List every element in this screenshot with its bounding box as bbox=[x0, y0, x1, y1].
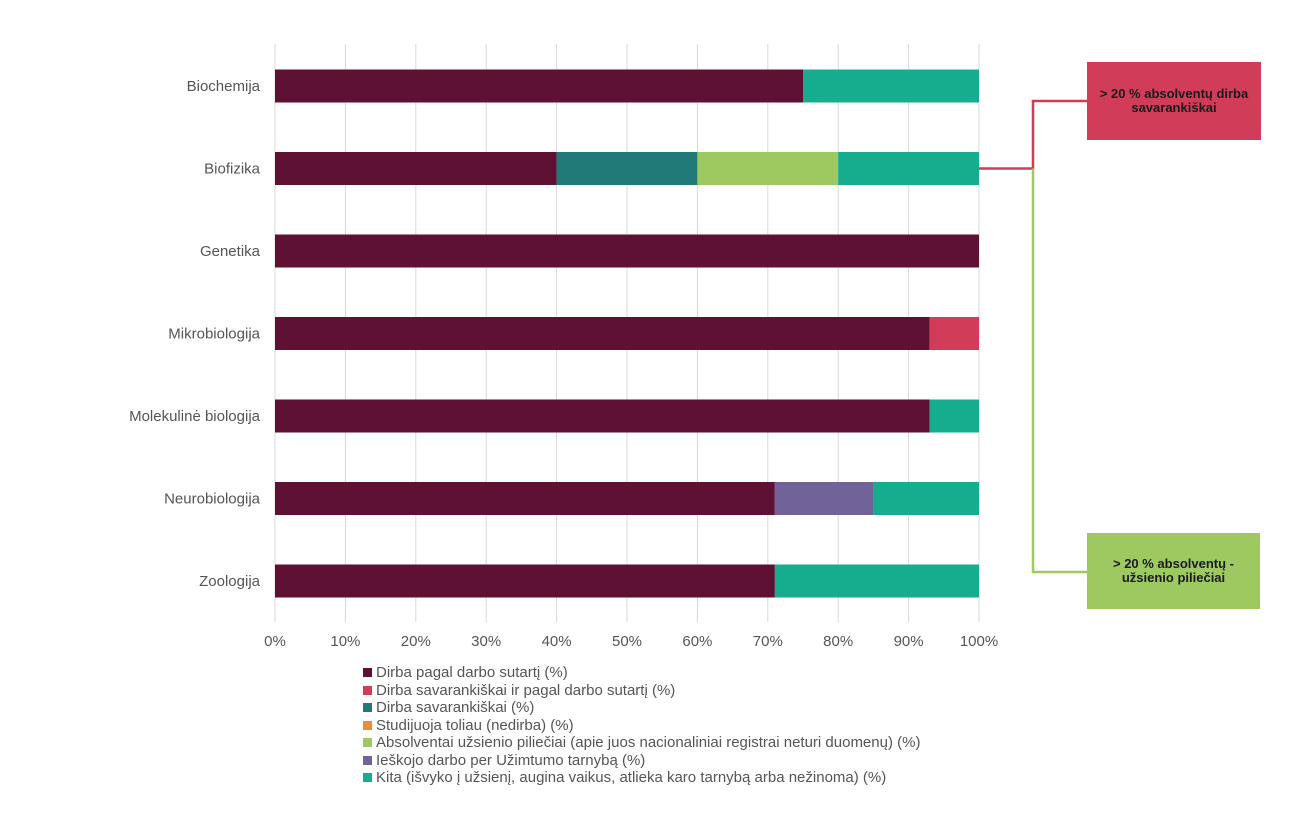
legend-label: Ieškojo darbo per Užimtumo tarnybą (%) bbox=[376, 751, 646, 769]
x-tick-label: 100% bbox=[960, 633, 998, 650]
legend: Dirba pagal darbo sutartį (%) Dirba savar… bbox=[363, 664, 920, 787]
legend-swatch bbox=[363, 668, 372, 678]
legend-label: Absolventai užsienio piliečiai (apie juo… bbox=[376, 734, 921, 752]
bar-segment bbox=[774, 564, 979, 598]
legend-item: Ieškojo darbo per Užimtumo tarnybą (%) bbox=[363, 752, 920, 770]
bar-segment bbox=[275, 152, 557, 185]
x-tick-label: 80% bbox=[823, 633, 853, 650]
category-label: Biochemija bbox=[187, 78, 261, 95]
bar-segment bbox=[929, 399, 979, 433]
legend-swatch bbox=[363, 685, 372, 695]
bar-segment bbox=[556, 152, 698, 185]
bar-segment bbox=[275, 234, 979, 268]
bar-segment bbox=[275, 69, 803, 103]
legend-label: Dirba savarankiškai (%) bbox=[376, 699, 535, 717]
bar-segment bbox=[838, 152, 979, 185]
category-label: Molekulinė biologija bbox=[129, 408, 261, 425]
legend-item: Kita (išvyko į užsienį, augina vaikus, a… bbox=[363, 769, 920, 787]
annotation-self-employed-text: > 20 % absolventų dirba savarankiškai bbox=[1099, 86, 1249, 115]
x-tick-label: 10% bbox=[330, 633, 360, 650]
x-tick-label: 30% bbox=[471, 633, 501, 650]
bar-segment bbox=[275, 317, 930, 350]
legend-swatch bbox=[363, 755, 372, 765]
legend-label: Studijuoja toliau (nedirba) (%) bbox=[376, 716, 574, 734]
legend-swatch bbox=[363, 738, 372, 748]
category-label: Mikrobiologija bbox=[168, 326, 260, 343]
x-tick-label: 20% bbox=[401, 633, 431, 650]
x-tick-label: 0% bbox=[264, 633, 286, 650]
legend-item: Dirba savarankiškai (%) bbox=[363, 699, 920, 717]
bar-segment bbox=[774, 482, 874, 515]
annotation-foreign-citizens: > 20 % absolventų - užsienio piliečiai bbox=[1087, 533, 1260, 609]
legend-item: Dirba savarankiškai ir pagal darbo sutar… bbox=[363, 682, 920, 700]
legend-swatch bbox=[363, 720, 372, 730]
annotation-connector-self-employed bbox=[979, 99, 1087, 170]
legend-item: Absolventai užsienio piliečiai (apie juo… bbox=[363, 734, 920, 752]
x-tick-label: 50% bbox=[612, 633, 642, 650]
bar-segment bbox=[929, 317, 979, 350]
bar-segment bbox=[803, 69, 979, 103]
annotation-connector-foreign bbox=[1031, 168, 1087, 574]
x-tick-label: 60% bbox=[682, 633, 712, 650]
category-label: Neurobiologija bbox=[164, 491, 261, 508]
category-label: Biofizika bbox=[204, 161, 261, 178]
legend-item: Studijuoja toliau (nedirba) (%) bbox=[363, 717, 920, 735]
legend-label: Dirba pagal darbo sutartį (%) bbox=[376, 664, 568, 682]
category-label: Genetika bbox=[200, 243, 261, 260]
legend-label: Dirba savarankiškai ir pagal darbo sutar… bbox=[376, 681, 676, 699]
annotation-self-employed: > 20 % absolventų dirba savarankiškai bbox=[1087, 62, 1261, 140]
bar-segment bbox=[873, 482, 979, 515]
bar-segment bbox=[275, 482, 775, 515]
bar-segment bbox=[275, 564, 775, 598]
legend-item: Dirba pagal darbo sutartį (%) bbox=[363, 664, 920, 682]
annotation-foreign-citizens-text: > 20 % absolventų - užsienio piliečiai bbox=[1112, 556, 1234, 585]
legend-swatch bbox=[363, 703, 372, 713]
x-tick-label: 70% bbox=[753, 633, 783, 650]
x-tick-label: 40% bbox=[542, 633, 572, 650]
legend-label: Kita (išvyko į užsienį, augina vaikus, a… bbox=[376, 769, 887, 787]
x-tick-label: 90% bbox=[894, 633, 924, 650]
bar-segment bbox=[697, 152, 839, 185]
legend-swatch bbox=[363, 773, 372, 783]
category-label: Zoologija bbox=[199, 573, 261, 590]
bar-segment bbox=[275, 399, 930, 433]
